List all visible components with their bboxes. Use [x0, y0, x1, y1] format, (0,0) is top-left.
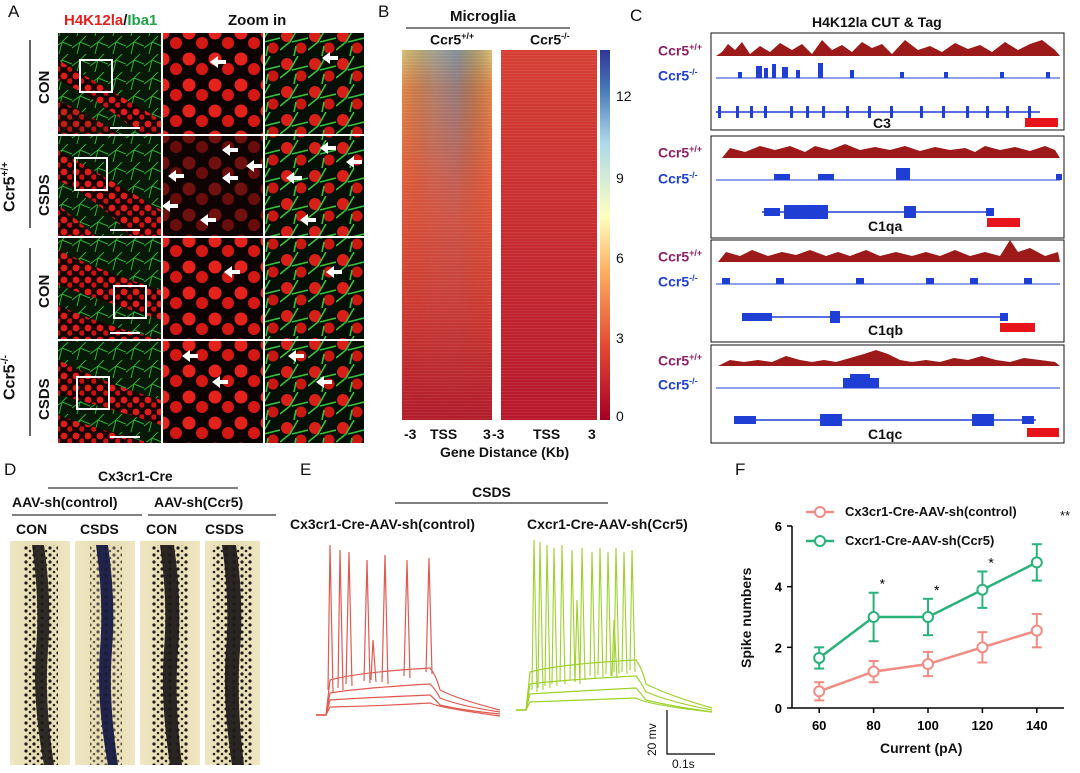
condition-label-csds-1: CSDS	[36, 174, 53, 216]
legend-marker	[814, 506, 826, 518]
condition-label-csds-2: CSDS	[36, 378, 53, 420]
panel-c-tracks	[710, 32, 1065, 444]
panel-d-group-ccr5: AAV-sh(Ccr5)	[154, 494, 244, 510]
panel-d-cond-4: CSDS	[205, 521, 244, 537]
panel-label-c: C	[630, 6, 643, 25]
group-label-ccr5-ko: Ccr5-/-	[0, 354, 19, 400]
gene-label-c3: C3	[873, 115, 891, 131]
cbar-tick-0: 0	[616, 408, 624, 424]
track-label-wt-1: Ccr5+/+	[658, 42, 703, 59]
panel-c-title: H4K12la CUT & Tag	[812, 14, 942, 30]
panel-a-title: H4K12la/Iba1	[64, 12, 158, 29]
data-point	[1030, 556, 1043, 569]
data-point	[922, 658, 934, 671]
cbar-tick-6: 6	[616, 250, 624, 266]
significance-star: *	[988, 555, 994, 571]
panel-d-cond-2: CSDS	[80, 521, 119, 537]
x-tick-label: 120	[972, 718, 994, 733]
x-tick-label: 60	[812, 718, 826, 733]
gene-label-c1qc: C1qc	[868, 426, 903, 442]
significance-star: *	[934, 582, 940, 598]
panel-label-d: D	[4, 460, 17, 479]
colorbar	[600, 50, 610, 420]
cbar-tick-12: 12	[616, 88, 632, 104]
track-label-ko-4: Ccr5-/-	[658, 376, 698, 393]
panel-a-zoom-label: Zoom in	[228, 12, 287, 29]
panel-label-e: E	[300, 460, 312, 479]
y-tick-label: 2	[775, 640, 782, 655]
legend-marker	[814, 535, 826, 547]
trace-label-ccr5: Cxcr1-Cre-AAV-sh(Ccr5)	[527, 516, 688, 532]
panel-b-col-wt: Ccr5+/+	[430, 31, 475, 48]
x-tick-label: 140	[1026, 718, 1048, 733]
legend-label-ccr5: Cxcr1-Cre-AAV-sh(Ccr5)	[845, 533, 995, 548]
x-tick-neg3-b: -3	[492, 426, 505, 442]
significance-star: *	[880, 576, 886, 592]
panel-a-row-4	[58, 341, 364, 443]
x-tick-label: 100	[917, 718, 939, 733]
panel-d-cond-3: CON	[146, 521, 178, 537]
legend-label-control: Cx3cr1-Cre-AAV-sh(control)	[845, 504, 1017, 519]
x-tick-3-a: 3	[483, 426, 491, 442]
y-tick-label: 0	[775, 701, 782, 716]
panel-d-title: Cx3cr1-Cre	[98, 468, 173, 484]
panel-d-cond-1: CON	[16, 521, 48, 537]
arrow-markers	[162, 52, 362, 388]
panel-b-title: Microglia	[450, 8, 516, 25]
track-label-ko-3: Ccr5-/-	[658, 273, 698, 290]
spike-chart: 0 2 4 6 60 80 100 120 140 * * *	[775, 506, 1064, 733]
data-point	[922, 611, 934, 623]
scale-voltage: 20 mv	[645, 723, 659, 756]
x-tick-3-b: 3	[588, 426, 596, 442]
panel-b-col-ko: Ccr5-/-	[530, 31, 570, 48]
y-tick-label: 6	[775, 519, 782, 534]
panel-label-b: B	[378, 2, 390, 21]
x-tick-tss-b: TSS	[533, 426, 561, 442]
trace-label-control: Cx3cr1-Cre-AAV-sh(control)	[290, 516, 475, 532]
panel-label-f: F	[735, 460, 746, 479]
x-tick-neg3-a: -3	[404, 426, 417, 442]
condition-label-con-2: CON	[36, 274, 53, 308]
panel-b-heatmap	[402, 27, 610, 420]
data-point	[867, 665, 880, 678]
chart-ylabel: Spike numbers	[738, 567, 754, 668]
chart-xlabel: Current (pA)	[880, 740, 963, 756]
track-label-wt-4: Ccr5+/+	[658, 352, 703, 369]
x-tick-tss-a: TSS	[430, 426, 458, 442]
significance-overall: **	[1060, 508, 1071, 523]
cbar-tick-9: 9	[616, 170, 624, 186]
data-point	[1030, 624, 1043, 637]
group-label-ccr5-wt: Ccr5+/+	[0, 161, 19, 212]
cbar-tick-3: 3	[616, 330, 624, 346]
panel-label-a: A	[8, 2, 20, 21]
panel-a-row-2	[58, 136, 364, 236]
track-label-ko-2: Ccr5-/-	[658, 170, 698, 187]
data-point	[813, 651, 826, 664]
data-point	[976, 583, 989, 596]
gene-label-c1qa: C1qa	[868, 218, 903, 234]
data-point	[976, 641, 989, 654]
scale-bar	[666, 710, 715, 755]
y-tick-label: 4	[775, 580, 783, 595]
scale-time: 0.1s	[672, 757, 695, 771]
data-point	[867, 611, 880, 623]
panel-d-group-control: AAV-sh(control)	[12, 494, 118, 510]
panel-a-row-3	[58, 238, 364, 339]
panel-e-title: CSDS	[472, 484, 511, 500]
track-label-ko-1: Ccr5-/-	[658, 67, 698, 84]
track-label-wt-3: Ccr5+/+	[658, 248, 703, 265]
data-point	[813, 685, 826, 698]
x-tick-label: 80	[866, 718, 880, 733]
panel-a-row-1	[58, 33, 364, 134]
condition-label-con-1: CON	[36, 70, 53, 104]
panel-d-dendrites	[10, 487, 276, 765]
gene-label-c1qb: C1qb	[868, 322, 903, 338]
track-label-wt-2: Ccr5+/+	[658, 144, 703, 161]
panel-e-traces	[316, 502, 715, 755]
panel-b-xlabel: Gene Distance (Kb)	[440, 444, 570, 460]
